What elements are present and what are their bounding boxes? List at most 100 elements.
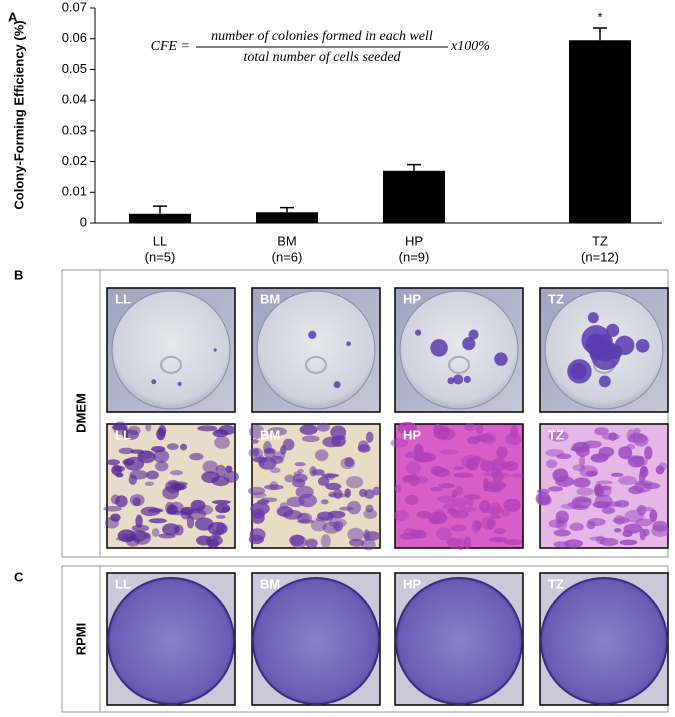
cell — [499, 483, 507, 488]
cell — [212, 429, 229, 438]
cell — [553, 529, 571, 537]
cell — [405, 461, 422, 475]
formula-denominator: total number of cells seeded — [243, 50, 401, 65]
cell — [137, 450, 156, 464]
cell — [601, 485, 612, 491]
cell — [276, 506, 294, 517]
cell — [202, 460, 219, 474]
cell — [194, 517, 214, 531]
y-tick-label: 0.07 — [62, 0, 87, 14]
cell — [264, 447, 276, 459]
cell — [613, 528, 622, 533]
plate — [107, 577, 235, 705]
cell — [363, 529, 371, 542]
cell — [321, 473, 340, 478]
cell — [122, 426, 129, 440]
cell — [503, 461, 519, 472]
cell — [216, 522, 226, 534]
error-bar — [280, 206, 294, 213]
cell — [345, 475, 364, 489]
cell — [649, 509, 658, 523]
cell — [490, 467, 500, 478]
cell — [438, 483, 456, 489]
cell — [463, 536, 471, 549]
cell — [211, 500, 231, 505]
cell — [320, 534, 331, 549]
colony — [606, 323, 620, 337]
cell — [464, 423, 476, 432]
cell — [135, 514, 143, 528]
cell — [397, 421, 418, 435]
cell — [128, 474, 137, 486]
cell — [167, 481, 188, 487]
tile-label: LL — [115, 427, 131, 442]
cell — [264, 484, 284, 490]
plate — [256, 290, 376, 410]
cell — [249, 424, 265, 439]
cell — [333, 520, 344, 532]
formula-lhs: CFE = — [151, 39, 190, 54]
colony — [447, 377, 455, 385]
cell — [579, 455, 586, 468]
cell — [106, 459, 120, 466]
photo: HP — [394, 287, 524, 413]
cell — [430, 465, 445, 475]
cell — [295, 485, 314, 499]
cell — [453, 465, 465, 471]
cell — [471, 519, 480, 534]
photo: BM — [251, 572, 381, 706]
sample-size-label: (n=12) — [581, 249, 619, 264]
cell — [623, 523, 643, 534]
colony — [177, 381, 182, 386]
cell — [493, 527, 506, 535]
plate — [252, 577, 380, 705]
photo: HP — [390, 421, 524, 551]
bar — [256, 212, 318, 223]
cell — [610, 472, 624, 477]
colony — [346, 341, 351, 347]
cell — [317, 476, 330, 486]
cell — [180, 506, 195, 516]
cell — [590, 453, 609, 463]
cell — [452, 497, 469, 508]
cell — [474, 520, 482, 531]
cell — [282, 438, 295, 451]
panel-label: A — [8, 9, 18, 24]
cell — [247, 486, 266, 496]
x-tick-label: LL — [153, 233, 167, 248]
cell — [433, 423, 443, 435]
cell — [437, 495, 456, 503]
cell — [633, 428, 641, 434]
cell — [252, 448, 260, 457]
colony — [308, 330, 317, 339]
cell — [642, 528, 650, 537]
colony — [430, 339, 448, 357]
cell — [166, 443, 179, 450]
tile-label: HP — [403, 576, 421, 591]
formula-numerator: number of colonies formed in each well — [211, 29, 433, 44]
photo: BM — [251, 287, 381, 413]
cell — [485, 506, 505, 515]
cell — [430, 486, 443, 492]
cell — [599, 537, 619, 547]
cell — [196, 535, 212, 546]
cell — [358, 488, 368, 498]
cell — [294, 462, 306, 467]
cell — [618, 446, 633, 459]
cell — [628, 456, 645, 468]
cell — [310, 519, 327, 532]
cell — [414, 529, 427, 539]
cell — [505, 433, 522, 446]
cell — [447, 508, 457, 513]
cell — [289, 534, 305, 546]
panel-label: C — [14, 569, 24, 584]
cell — [483, 472, 492, 477]
x-tick-label: HP — [405, 233, 423, 248]
cell — [585, 470, 598, 477]
cell — [617, 475, 637, 485]
plate — [540, 577, 668, 705]
cell — [301, 435, 320, 443]
cell — [250, 502, 270, 516]
cell — [571, 505, 589, 510]
cell — [110, 513, 121, 522]
